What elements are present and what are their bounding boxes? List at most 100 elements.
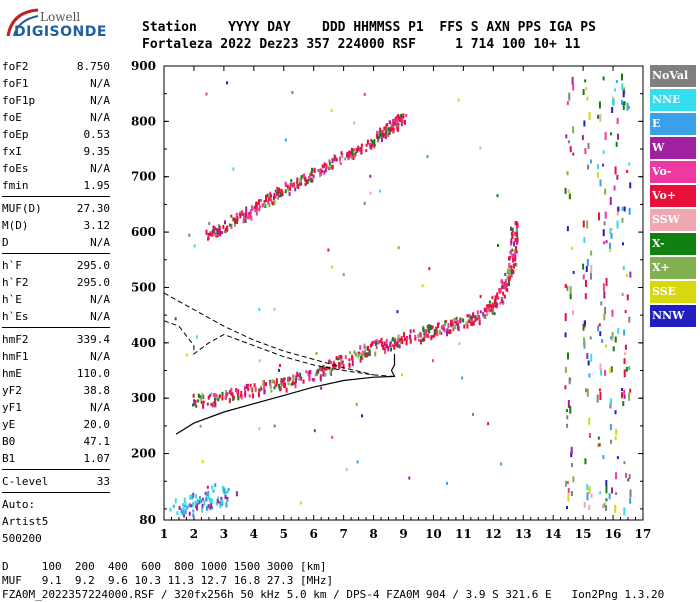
echo-point — [217, 496, 220, 500]
echo-point — [605, 505, 608, 512]
footer-muf-row: MUF 9.1 9.2 9.6 10.3 11.3 12.7 16.8 27.3… — [2, 574, 334, 587]
echo-point — [381, 133, 384, 138]
echo-point — [196, 498, 199, 504]
echo-point — [334, 155, 337, 159]
echo-point — [398, 337, 401, 342]
echo-point — [487, 304, 490, 310]
echo-point — [381, 130, 384, 135]
echo-point — [621, 99, 624, 105]
echo-point — [324, 168, 327, 173]
echo-point — [335, 157, 338, 162]
echo-point — [588, 373, 591, 378]
echo-point — [417, 333, 420, 338]
echo-point — [381, 341, 384, 347]
echo-point — [225, 389, 228, 395]
echo-point — [201, 393, 204, 399]
echo-point — [513, 254, 516, 259]
echo-point — [382, 134, 385, 139]
echo-point — [375, 346, 378, 350]
legend: NoVal NNE E W Vo- Vo+ SSW X- X+ SSE NNW — [650, 65, 696, 329]
echo-point — [423, 336, 426, 342]
echo-point — [623, 461, 626, 465]
echo-point — [224, 495, 227, 500]
echo-point — [617, 206, 620, 212]
echo-point — [208, 222, 211, 226]
echo-point — [329, 165, 332, 170]
param-value: N/A — [90, 162, 110, 175]
echo-point — [363, 92, 366, 96]
echo-point — [604, 369, 607, 376]
echo-point — [599, 363, 602, 371]
param-value: 33 — [96, 475, 110, 488]
echo-point — [264, 194, 267, 200]
echo-point — [207, 395, 210, 400]
echo-point — [509, 269, 512, 273]
param-value: N/A — [90, 401, 110, 414]
echo-point — [235, 212, 238, 218]
echo-point — [207, 504, 210, 509]
echo-point — [211, 506, 214, 510]
echo-point — [356, 460, 359, 464]
echo-point — [510, 274, 513, 278]
echo-point — [274, 189, 277, 193]
echo-point — [571, 76, 574, 85]
echo-point — [484, 307, 487, 312]
echo-point — [339, 354, 342, 359]
echo-point — [338, 156, 341, 162]
param-row: h`F 295.0 — [2, 257, 110, 274]
echo-point — [620, 392, 623, 399]
echo-point — [406, 336, 409, 341]
echo-point — [290, 179, 293, 183]
echo-point — [255, 201, 258, 205]
echo-point — [263, 202, 266, 207]
echo-point — [240, 391, 243, 396]
echo-point — [626, 294, 629, 301]
echo-point — [194, 500, 197, 506]
echo-point — [603, 313, 606, 321]
echo-point — [476, 310, 479, 315]
echo-point — [310, 179, 313, 183]
echo-point — [197, 500, 200, 505]
echo-point — [624, 344, 627, 350]
echo-point — [188, 503, 191, 507]
echo-point — [456, 319, 459, 324]
echo-point — [583, 337, 586, 346]
echo-point — [214, 397, 217, 401]
echo-point — [308, 370, 311, 374]
echo-point — [248, 211, 251, 215]
echo-point — [377, 136, 380, 141]
echo-point — [604, 188, 607, 195]
y-tick-label: 800 — [131, 114, 156, 128]
echo-point — [225, 225, 228, 231]
echo-point — [296, 180, 299, 184]
echo-point — [269, 384, 272, 389]
echo-point — [587, 164, 590, 170]
echo-point — [599, 392, 602, 401]
echo-point — [623, 389, 626, 396]
echo-point — [485, 307, 488, 311]
echo-point — [491, 296, 494, 300]
echo-point — [403, 119, 406, 125]
echo-point — [370, 138, 373, 142]
echo-point — [230, 388, 233, 393]
echo-point — [602, 163, 605, 167]
echo-point — [422, 327, 425, 333]
echo-point — [186, 505, 189, 510]
echo-point — [332, 363, 335, 368]
echo-point — [470, 317, 473, 323]
echo-point — [629, 497, 632, 504]
echo-point — [328, 159, 331, 163]
echo-point — [278, 368, 281, 372]
echo-point — [512, 253, 515, 259]
y-tick-label: 300 — [131, 391, 156, 405]
x-tick-label: 9 — [399, 527, 407, 541]
echo-point — [612, 98, 615, 106]
echo-point — [197, 393, 200, 398]
echo-point — [220, 496, 223, 501]
divider — [2, 196, 110, 197]
echo-point — [397, 114, 400, 118]
legend-item-sse: SSE — [650, 281, 696, 303]
param-value: N/A — [90, 310, 110, 323]
echo-point — [172, 504, 175, 508]
echo-point — [280, 382, 283, 387]
